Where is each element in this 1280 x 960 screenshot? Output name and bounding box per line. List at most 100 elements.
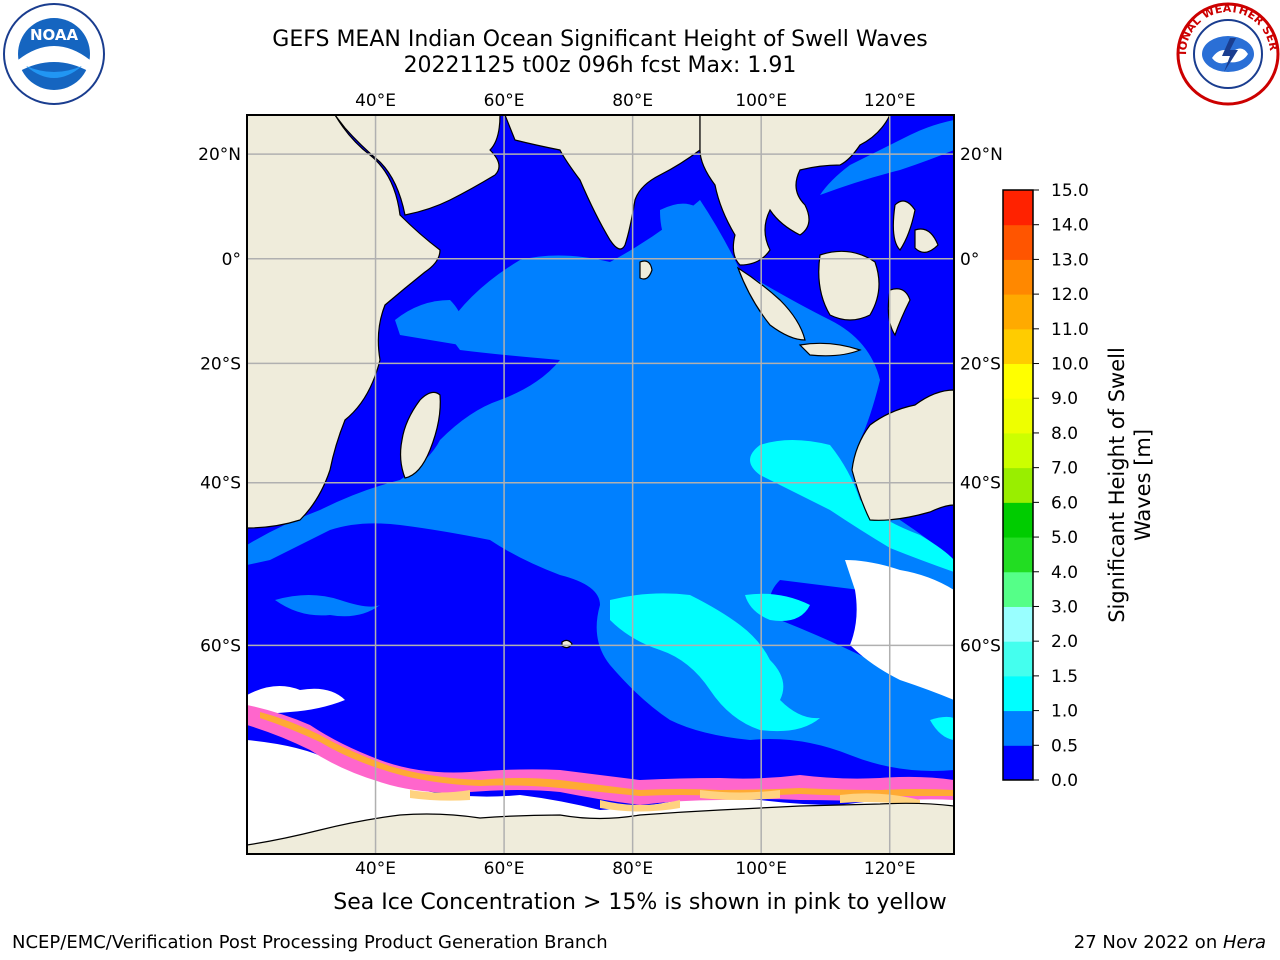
lat-tick-label: 40°S	[960, 474, 1001, 494]
land-java	[798, 342, 862, 357]
colorbar-tick-label: 10.0	[1051, 355, 1089, 375]
colorbar-segment	[1003, 745, 1033, 781]
swell-zone-05-10-arabian	[395, 300, 464, 345]
lon-tick-label: 80°E	[612, 91, 653, 111]
colorbar-label-line2: Waves [m]	[1131, 429, 1155, 541]
colorbar-segment	[1003, 606, 1033, 642]
colorbar-segment	[1003, 641, 1033, 677]
colorbar-label-line1: Significant Height of Swell	[1105, 347, 1129, 623]
land-kerguelen	[561, 639, 573, 649]
lon-tick-label: 80°E	[612, 859, 653, 879]
colorbar-tick-label: 13.0	[1051, 250, 1089, 270]
lon-tick-label: 40°E	[355, 859, 396, 879]
lat-labels-right: 20°N 0° 20°S 40°S 60°S	[960, 145, 1003, 656]
colorbar-tick-label: 8.0	[1051, 424, 1078, 444]
lon-tick-label: 100°E	[735, 91, 787, 111]
swell-zone-05-10-sunda	[820, 120, 954, 195]
colorbar-tick-label: 0.5	[1051, 736, 1078, 756]
colorbar-segment	[1003, 224, 1033, 260]
lon-labels-top: 40°E 60°E 80°E 100°E 120°E	[355, 91, 915, 111]
ice-patch-se	[845, 560, 954, 700]
colorbar-segment	[1003, 432, 1033, 469]
lon-tick-label: 60°E	[484, 91, 525, 111]
swell-zone-10-15-australia	[750, 440, 954, 572]
map-title: GEFS MEAN Indian Ocean Significant Heigh…	[272, 27, 928, 52]
ice-patch-sw	[247, 686, 345, 714]
land-borneo	[818, 250, 880, 321]
colorbar-frame	[1002, 189, 1034, 781]
land-antarctica	[247, 802, 954, 854]
colorbar-segment	[1003, 467, 1033, 503]
footer-date-text: 27 Nov 2022 on	[1073, 932, 1223, 953]
map-subtitle: 20221125 t00z 096h fcst Max: 1.91	[403, 53, 797, 78]
lat-tick-label: 40°S	[200, 474, 241, 494]
colorbar-tick-label: 12.0	[1051, 285, 1089, 305]
colorbar-segment	[1003, 363, 1033, 399]
colorbar-segment	[1003, 259, 1033, 295]
map-frame	[246, 114, 955, 855]
map-plot-area	[247, 115, 954, 854]
lat-tick-label: 0°	[222, 250, 241, 270]
lat-tick-label: 60°S	[200, 636, 241, 656]
colorbar-segment	[1003, 328, 1033, 365]
lon-tick-label: 120°E	[864, 91, 916, 111]
swell-zone-05-10-west	[275, 595, 380, 617]
lat-tick-label: 60°S	[960, 636, 1001, 656]
colorbar-tick-label: 11.0	[1051, 320, 1089, 340]
sea-ice-band-yellow	[410, 790, 920, 812]
land-sri-lanka	[639, 260, 653, 280]
colorbar-segment	[1003, 571, 1033, 607]
colorbar-segment	[1003, 294, 1033, 330]
colorbar-tick-label: 5.0	[1051, 528, 1078, 548]
lon-tick-label: 100°E	[735, 859, 787, 879]
swell-zone-05-10-bengal	[660, 203, 705, 255]
colorbar-tick-label: 6.0	[1051, 493, 1078, 513]
colorbar-segment	[1003, 502, 1033, 538]
noaa-logo-icon: NOAA	[3, 3, 105, 105]
swell-zone-10-15-south	[610, 593, 820, 732]
lat-labels-left: 20°N 0° 20°S 40°S 60°S	[198, 145, 241, 656]
footer-host: Hera	[1222, 932, 1266, 953]
land-madagascar	[399, 391, 441, 479]
sea-ice-note: Sea Ice Concentration > 15% is shown in …	[333, 890, 947, 915]
colorbar-tick-label: 14.0	[1051, 216, 1089, 236]
swell-zone-10-15-far-se	[930, 716, 954, 740]
lat-tick-label: 0°	[960, 250, 979, 270]
colorbar-tick-label: 15.0	[1051, 181, 1089, 201]
colorbar-tick-label: 9.0	[1051, 389, 1078, 409]
colorbar-tick-label: 3.0	[1051, 597, 1078, 617]
colorbar-tick-label: 7.0	[1051, 459, 1078, 479]
colorbar-tick-label: 2.0	[1051, 632, 1078, 652]
land-australia	[851, 389, 954, 521]
colorbar-tick-label: 1.5	[1051, 667, 1078, 687]
footer-producer: NCEP/EMC/Verification Post Processing Pr…	[12, 932, 608, 953]
land-sulawesi	[887, 288, 911, 337]
lat-tick-label: 20°S	[200, 354, 241, 374]
colorbar-segment	[1003, 398, 1033, 434]
colorbar-segment	[1003, 190, 1033, 226]
noaa-logo-text: NOAA	[30, 26, 79, 44]
lat-tick-label: 20°N	[960, 145, 1003, 165]
colorbar-tick-label: 0.0	[1051, 771, 1078, 791]
swell-zone-05-10	[247, 200, 954, 771]
lon-tick-label: 40°E	[355, 91, 396, 111]
colorbar-tick-label: 4.0	[1051, 563, 1078, 583]
colorbar-tick-label: 1.0	[1051, 702, 1078, 722]
map-gridlines	[247, 115, 954, 854]
lat-tick-label: 20°N	[198, 145, 241, 165]
land-africa	[247, 115, 441, 529]
lat-tick-label: 20°S	[960, 354, 1001, 374]
colorbar-segment	[1003, 537, 1033, 573]
colorbar: 0.0 0.5 1.0 1.5 2.0 3.0 4.0 5.0 6.0 7.0 8.0 9.0 10.0…	[1002, 181, 1089, 791]
land-se-asia	[699, 115, 891, 266]
lon-labels-bottom: 40°E 60°E 80°E 100°E 120°E	[355, 859, 915, 879]
land-india	[504, 115, 701, 250]
land-philippines	[892, 200, 939, 253]
land-sumatra	[736, 266, 806, 341]
nws-logo-icon: NATIONAL WEATHER SERVICE	[1176, 2, 1280, 106]
lon-tick-label: 120°E	[864, 859, 916, 879]
lon-tick-label: 60°E	[484, 859, 525, 879]
colorbar-segment	[1003, 675, 1033, 712]
footer-date: 27 Nov 2022 on Hera	[1074, 932, 1266, 953]
